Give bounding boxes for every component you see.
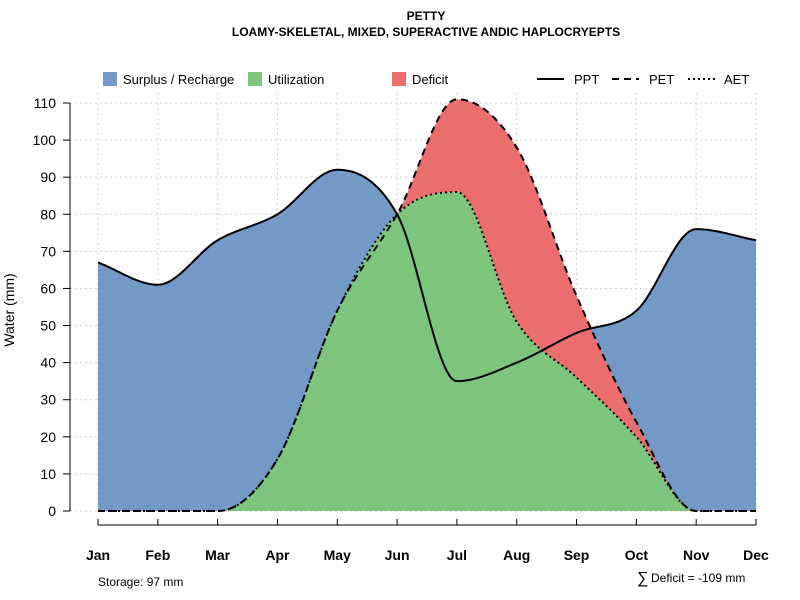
storage-annotation: Storage: 97 mm xyxy=(98,575,183,589)
y-tick-label-4: 40 xyxy=(40,355,56,371)
x-tick-label-8: Sep xyxy=(564,547,590,563)
y-tick-label-3: 30 xyxy=(40,392,56,408)
series-line-pet xyxy=(98,98,756,512)
y-tick-label-0: 0 xyxy=(48,503,56,519)
legend-label-ppt: PPT xyxy=(574,72,599,87)
chart-subtitle: LOAMY-SKELETAL, MIXED, SUPERACTIVE ANDIC… xyxy=(232,25,620,39)
area-utilization xyxy=(98,192,756,511)
x-tick-label-0: Jan xyxy=(86,547,110,563)
series-line-ppt xyxy=(97,168,757,383)
x-tick-label-6: Jul xyxy=(447,547,467,563)
axis-layer: 0 10 20 30 40 50 60 70 80 90 100 110 Jan Feb Mar Apr May… xyxy=(33,95,769,563)
x-tick-label-11: Dec xyxy=(743,547,769,563)
fill-layer xyxy=(98,99,756,511)
legend-swatch-surplus xyxy=(103,72,117,86)
y-tick-label-5: 50 xyxy=(40,318,56,334)
y-tick-label-6: 60 xyxy=(40,280,56,296)
legend-label-pet: PET xyxy=(649,72,674,87)
y-tick-label-1: 10 xyxy=(40,466,56,482)
legend-label-surplus: Surplus / Recharge xyxy=(123,72,234,87)
legend-label-utilization: Utilization xyxy=(268,72,324,87)
line-layer xyxy=(97,98,757,512)
chart-title: PETTY xyxy=(407,9,446,23)
legend-swatch-deficit xyxy=(392,72,406,86)
series-line-aet xyxy=(98,191,756,512)
y-tick-label-8: 80 xyxy=(40,206,56,222)
y-tick-label-11: 110 xyxy=(34,95,57,111)
y-tick-label-2: 20 xyxy=(40,429,56,445)
x-tick-label-2: Mar xyxy=(205,547,230,563)
legend-label-deficit: Deficit xyxy=(412,72,449,87)
area-surplus-recharge xyxy=(98,169,756,511)
x-tick-label-1: Feb xyxy=(145,547,170,563)
y-axis-label: Water (mm) xyxy=(1,273,17,346)
x-tick-label-4: May xyxy=(324,547,351,563)
area-deficit xyxy=(98,99,756,511)
y-tick-label-7: 70 xyxy=(40,243,56,259)
x-tick-label-7: Aug xyxy=(503,547,530,563)
deficit-sum-symbol: ∑ xyxy=(637,570,648,587)
y-tick-label-9: 90 xyxy=(40,169,56,185)
x-tick-label-5: Jun xyxy=(385,547,410,563)
legend-label-aet: AET xyxy=(724,72,749,87)
x-tick-label-3: Apr xyxy=(265,547,290,563)
x-tick-label-10: Nov xyxy=(683,547,710,563)
legend: Surplus / Recharge Utilization Deficit P… xyxy=(103,72,749,87)
legend-swatch-utilization xyxy=(248,72,262,86)
y-tick-label-10: 100 xyxy=(33,132,57,148)
deficit-annotation: Deficit = -109 mm xyxy=(651,571,745,585)
x-tick-label-9: Oct xyxy=(625,547,649,563)
